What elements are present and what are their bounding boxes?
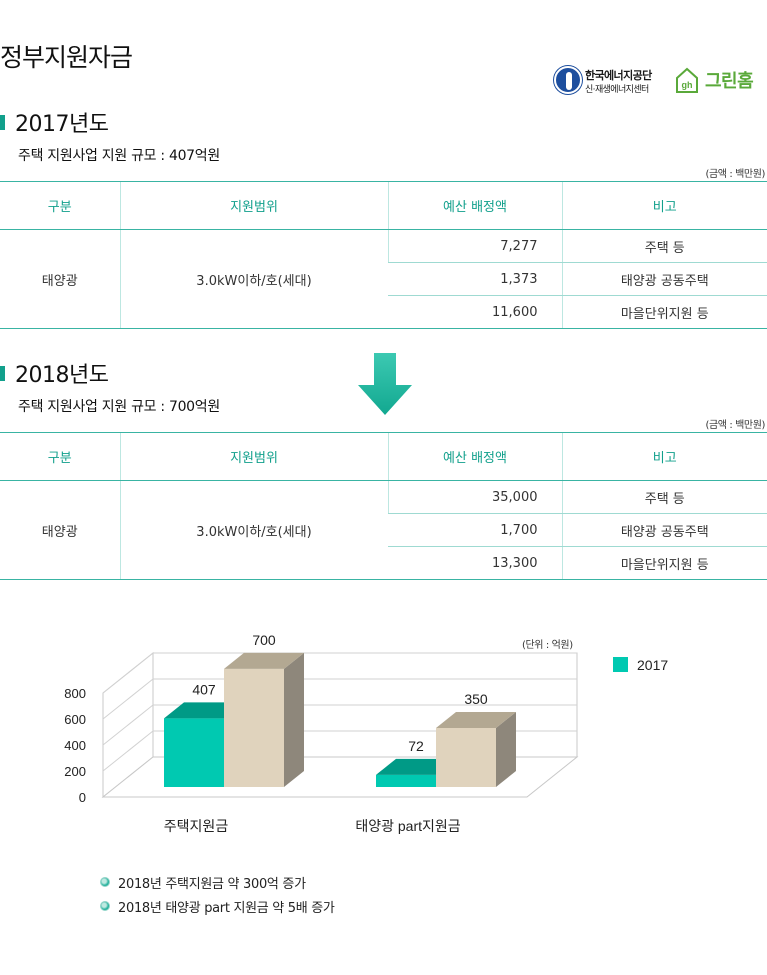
- x-tick-label: 주택지원금: [164, 818, 229, 834]
- x-tick-label: 태양광 part지원금: [355, 818, 460, 834]
- table-row: 1,700 태양광 공동주택: [0, 513, 767, 547]
- bullet-icon: [100, 901, 110, 911]
- note-cell: 주택 등: [561, 229, 767, 263]
- header-note: 비고: [561, 181, 767, 230]
- header-range: 지원범위: [119, 432, 388, 481]
- list-item: 2018년 주택지원금 약 300억 증가: [100, 870, 335, 894]
- range-cell: 3.0kW이하/호(세대): [119, 229, 388, 329]
- table-row: 태양광 3.0kW이하/호(세대) 35,000 주택 등: [0, 480, 767, 580]
- budget-chart: (단위 : 억원) 0 200 400 600 800 407 700 주택지원금 72 350 태…: [0, 600, 767, 860]
- kea-logo-icon: [554, 66, 582, 94]
- bar-side: [496, 711, 516, 787]
- budget-table-2018: 구분 지원범위 예산 배정액 비고 태양광 3.0kW이하/호(세대) 35,0…: [0, 432, 767, 580]
- green-home-name: 그린홈: [705, 71, 754, 92]
- header-budget: 예산 배정액: [387, 181, 562, 230]
- section-subtitle-2018: 주택 지원사업 지원 규모 : 700억원: [18, 399, 220, 415]
- note-cell: 마을단위지원 등: [561, 546, 767, 580]
- gridline: [102, 730, 577, 772]
- bar: [436, 727, 496, 787]
- house-icon: gh: [676, 67, 698, 93]
- kea-logo: 한국에너지공단 신·재생에너지센터: [554, 66, 664, 96]
- table-row: 1,373 태양광 공동주택: [0, 262, 767, 296]
- unit-label-2018: (금액 : 백만원): [705, 420, 765, 431]
- category-cell: 태양광: [0, 229, 120, 329]
- section-marker: [0, 365, 5, 381]
- page-title: 정부지원자금: [0, 43, 133, 72]
- table-row: 태양광 3.0kW이하/호(세대) 7,277 주택 등: [0, 229, 767, 329]
- gridline: [102, 704, 577, 746]
- bar-top: [224, 652, 304, 669]
- data-label: 72: [408, 738, 424, 754]
- partner-logos: 한국에너지공단 신·재생에너지센터 gh 그린홈: [554, 64, 764, 98]
- green-mark-text: gh: [682, 80, 693, 90]
- y-tick-label: 200: [64, 764, 86, 779]
- note-cell: 태양광 공동주택: [561, 513, 767, 547]
- summary-list: 2018년 주택지원금 약 300억 증가 2018년 태양광 part 지원금…: [100, 870, 335, 918]
- bar-top: [436, 711, 516, 728]
- header-budget: 예산 배정액: [387, 432, 562, 481]
- amount-cell: 35,000: [387, 480, 562, 514]
- bar: [164, 718, 224, 787]
- data-label: 407: [192, 681, 216, 697]
- amount-cell: 7,277: [387, 229, 562, 263]
- section-title-text: 2018년도: [15, 363, 109, 388]
- category-cell: 태양광: [0, 480, 120, 580]
- note-cell: 태양광 공동주택: [561, 262, 767, 296]
- data-label: 700: [252, 632, 276, 648]
- section-title-2018: 2018년도: [0, 357, 109, 389]
- bar-side: [284, 652, 304, 787]
- unit-label-2017: (금액 : 백만원): [705, 169, 765, 180]
- y-tick-label: 400: [64, 738, 86, 753]
- section-marker: [0, 114, 5, 130]
- chart-canvas: 0 200 400 600 800 407 700 주택지원금 72 350 태양광 part지원금…: [64, 632, 668, 834]
- amount-cell: 1,373: [388, 262, 562, 296]
- gridline: [102, 678, 577, 720]
- y-tick-label: 0: [79, 790, 86, 805]
- bullet-icon: [100, 877, 110, 887]
- legend-swatch: [613, 657, 628, 672]
- range-cell: 3.0kW이하/호(세대): [119, 480, 388, 580]
- y-tick-label: 800: [64, 686, 86, 701]
- amount-cell: 13,300: [388, 546, 562, 580]
- kea-logo-name: 한국에너지공단: [585, 69, 652, 82]
- green-home-logo: gh 그린홈: [674, 64, 764, 98]
- kea-logo-center: 신·재생에너지센터: [585, 85, 649, 95]
- section-subtitle-2017: 주택 지원사업 지원 규모 : 407억원: [18, 148, 220, 164]
- summary-text: 2018년 태양광 part 지원금 약 5배 증가: [118, 900, 335, 916]
- amount-cell: 11,600: [388, 295, 562, 329]
- arrow-down-icon: [358, 353, 412, 415]
- header-range: 지원범위: [119, 181, 388, 230]
- budget-table-2017: 구분 지원범위 예산 배정액 비고 태양광 3.0kW이하/호(세대) 7,27…: [0, 181, 767, 329]
- header-category: 구분: [0, 181, 120, 230]
- section-title-2017: 2017년도: [0, 106, 109, 138]
- table-row: 13,300 마을단위지원 등: [0, 546, 767, 580]
- section-title-text: 2017년도: [15, 112, 109, 137]
- header-note: 비고: [561, 432, 767, 481]
- note-cell: 주택 등: [561, 480, 767, 514]
- summary-text: 2018년 주택지원금 약 300억 증가: [118, 876, 306, 892]
- chart-unit-label: (단위 : 억원): [522, 640, 573, 651]
- list-item: 2018년 태양광 part 지원금 약 5배 증가: [100, 894, 335, 918]
- y-tick-label: 600: [64, 712, 86, 727]
- bar: [224, 668, 284, 787]
- header-category: 구분: [0, 432, 120, 481]
- note-cell: 마을단위지원 등: [561, 295, 767, 329]
- bar: [376, 774, 436, 787]
- gridline: [102, 652, 577, 694]
- legend-label: 2017: [637, 657, 668, 673]
- amount-cell: 1,700: [388, 513, 562, 547]
- data-label: 350: [464, 691, 488, 707]
- table-row: 11,600 마을단위지원 등: [0, 295, 767, 329]
